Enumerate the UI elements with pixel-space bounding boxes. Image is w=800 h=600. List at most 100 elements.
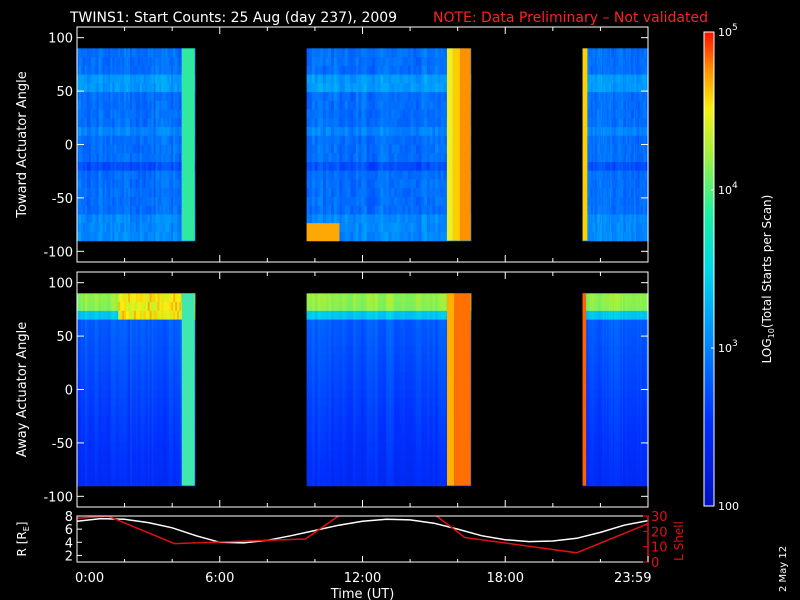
heatmap-cell [143,319,147,329]
heatmap-cell [77,127,80,137]
heatmap-cell [163,65,166,76]
heatmap-cell [141,441,145,452]
heatmap-cell [106,196,109,207]
heatmap-cell [642,109,645,119]
heatmap-cell [161,196,164,207]
heatmap-cell [621,100,624,111]
heatmap-cell [402,74,406,84]
heatmap-cell [108,476,111,487]
heatmap-cell [314,74,319,84]
heatmap-cell [440,100,444,111]
heatmap-cell [90,83,94,93]
heatmap-cell [328,118,332,128]
heatmap-cell [88,476,92,487]
heatmap-cell [603,48,605,58]
heatmap-cell [153,100,157,111]
heatmap-cell [149,188,153,198]
heatmap-cell [147,433,151,443]
heatmap-cell [596,109,599,119]
heatmap-cell [624,65,626,76]
heatmap-cell [606,161,609,172]
heatmap-cell [597,109,600,119]
heatmap-cell [413,223,417,233]
heatmap-cell [126,231,129,242]
heatmap-cell [344,231,349,242]
heatmap-cell [159,424,162,434]
heatmap-cell [167,65,170,76]
heatmap-cell [437,83,442,93]
heatmap-cell [636,153,638,163]
heatmap-cell [377,135,382,146]
heatmap-cell [388,205,393,216]
heatmap-cell [615,205,617,216]
heatmap-cell [633,223,636,233]
heatmap-cell [622,48,625,58]
heatmap-cell [137,188,141,198]
heatmap-cell [618,196,621,207]
heatmap-cell [133,196,137,207]
heatmap-cell [80,153,84,163]
heatmap-cell [421,231,425,242]
heatmap-cell [608,92,611,102]
heatmap-cell [596,196,599,207]
heatmap-cell [130,476,133,487]
heatmap-cell [435,205,439,216]
heatmap-cell [151,476,155,487]
heatmap-cell [620,179,623,189]
heatmap-cell [622,74,625,84]
heatmap-cell [171,83,174,93]
heatmap-cell [604,83,607,93]
heatmap-cell [314,144,319,154]
heatmap-cell [588,74,590,84]
heatmap-cell [405,188,409,198]
heatmap-cell [128,441,131,452]
heatmap-cell [432,153,436,163]
heatmap-cell [92,337,96,347]
heatmap-cell [314,48,319,58]
heatmap-cell [100,459,104,469]
heatmap-cell [128,345,131,356]
heatmap-cell [130,196,133,207]
heatmap-cell [149,293,153,303]
heatmap-cell [139,398,143,408]
heatmap-cell [106,205,109,216]
heatmap-cell [612,100,614,111]
heatmap-cell [114,389,117,399]
heatmap-cell [632,48,635,58]
heatmap-cell [116,468,119,478]
heatmap-cell [624,231,626,242]
heatmap-cell [602,100,604,111]
heatmap-cell [602,170,604,181]
heatmap-cell [645,74,648,84]
heatmap-cell [333,74,338,84]
heatmap-cell [77,118,80,128]
heatmap-cell [139,179,143,189]
heatmap-cell [383,83,387,93]
heatmap-cell [591,179,593,189]
heatmap-cell [638,100,640,111]
heatmap-cell [388,83,393,93]
heatmap-cell [147,459,151,469]
heatmap-cell [135,48,139,58]
y-axis-label: Toward Actuator Angle [15,71,30,218]
heatmap-cell [644,100,647,111]
heatmap-cell [641,144,644,154]
heatmap-cell [130,223,133,233]
heatmap-cell [643,83,646,93]
heatmap-cell [306,153,310,163]
heatmap-cell [100,354,104,364]
heatmap-cell [443,109,447,119]
heatmap-cell [104,231,108,242]
heatmap-cell [108,450,111,461]
heatmap-cell [90,127,94,137]
heatmap-cell [312,223,316,233]
heatmap-cell [590,144,592,154]
heatmap-cell [416,153,420,163]
heatmap-cell [100,223,104,233]
heatmap-cell [416,188,420,198]
heatmap-cell [159,100,162,111]
heatmap-cell [600,161,602,172]
heatmap-cell [98,468,102,478]
heatmap-cell [173,109,176,119]
heatmap-cell [410,65,414,76]
